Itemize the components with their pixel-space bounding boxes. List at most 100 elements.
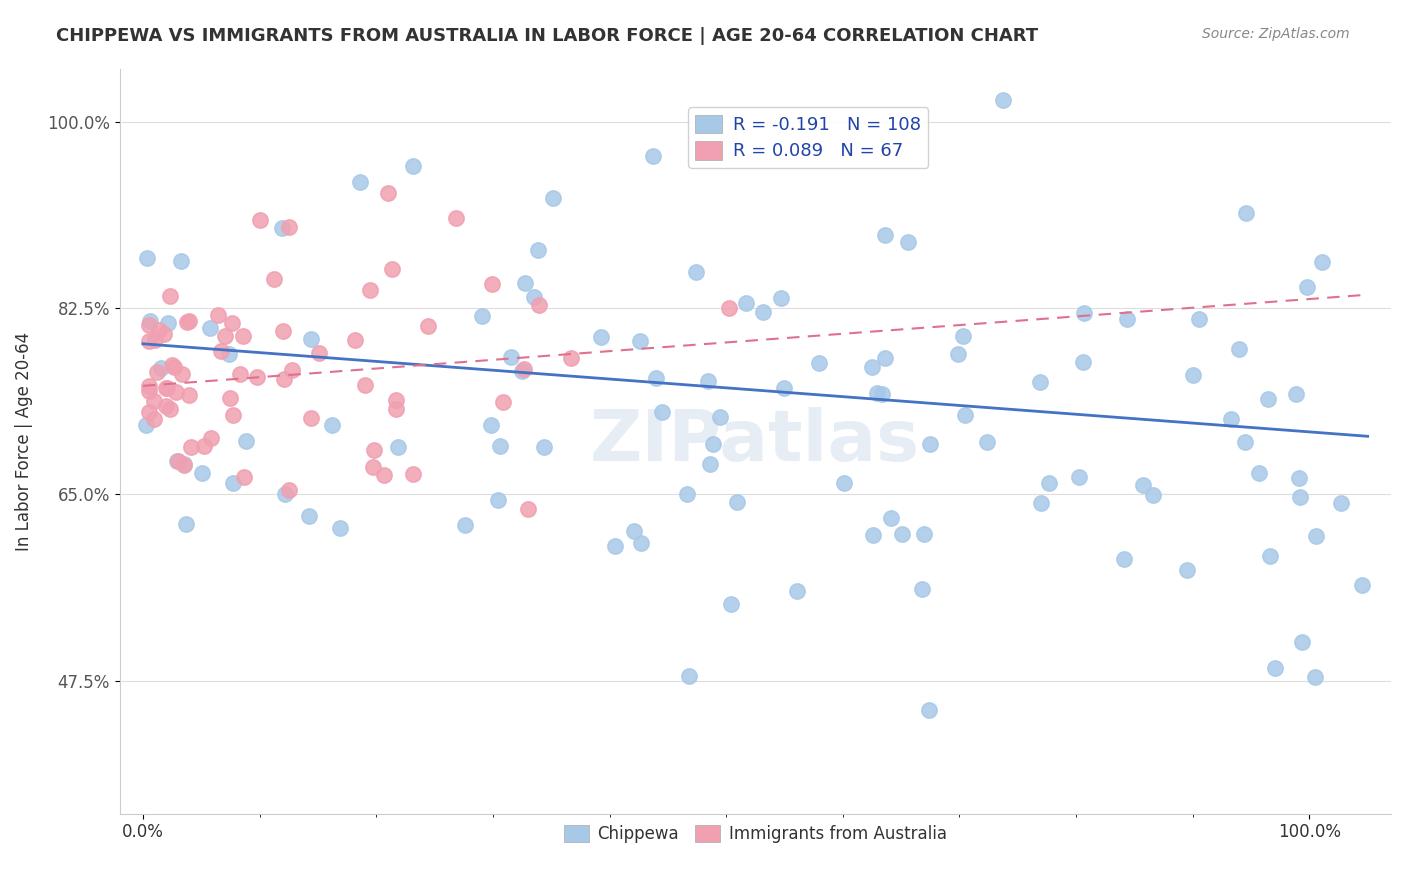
- Point: [274, 487, 297, 501]
- Point: [173, 458, 195, 472]
- Point: [533, 441, 555, 455]
- Point: [1112, 552, 1135, 566]
- Point: [373, 468, 395, 483]
- Point: [361, 460, 384, 475]
- Point: [529, 298, 551, 312]
- Point: [281, 363, 304, 377]
- Point: [1257, 392, 1279, 406]
- Point: [235, 434, 257, 448]
- Point: [1264, 660, 1286, 674]
- Point: [786, 584, 808, 599]
- Point: [630, 535, 652, 549]
- Point: [416, 318, 439, 333]
- Point: [218, 346, 240, 360]
- Point: [218, 391, 240, 405]
- Point: [523, 290, 546, 304]
- Point: [862, 528, 884, 542]
- Point: [1038, 475, 1060, 490]
- Point: [866, 386, 889, 401]
- Point: [645, 371, 668, 385]
- Point: [193, 439, 215, 453]
- Point: [167, 453, 190, 467]
- Point: [499, 350, 522, 364]
- Point: [174, 517, 197, 532]
- Point: [271, 325, 294, 339]
- Point: [180, 441, 202, 455]
- Point: [135, 417, 157, 432]
- Point: [513, 361, 536, 376]
- Point: [1249, 466, 1271, 480]
- Text: ZIPatlas: ZIPatlas: [591, 407, 921, 475]
- Point: [166, 454, 188, 468]
- Point: [1188, 312, 1211, 326]
- Point: [155, 399, 177, 413]
- Point: [359, 283, 381, 297]
- Point: [1305, 529, 1327, 543]
- Point: [138, 318, 160, 332]
- Point: [271, 221, 294, 235]
- Point: [191, 466, 214, 480]
- Point: [278, 483, 301, 497]
- Point: [517, 502, 540, 516]
- Point: [720, 597, 742, 611]
- Point: [173, 457, 195, 471]
- Point: [143, 334, 166, 348]
- Point: [402, 160, 425, 174]
- Point: [1234, 434, 1257, 449]
- Point: [489, 439, 512, 453]
- Point: [321, 417, 343, 432]
- Point: [1351, 578, 1374, 592]
- Point: [479, 417, 502, 432]
- Point: [623, 524, 645, 538]
- Point: [770, 291, 793, 305]
- Point: [946, 347, 969, 361]
- Point: [149, 361, 172, 376]
- Point: [138, 334, 160, 348]
- Point: [176, 315, 198, 329]
- Point: [159, 401, 181, 416]
- Point: [142, 394, 165, 409]
- Point: [890, 527, 912, 541]
- Point: [911, 582, 934, 596]
- Point: [628, 334, 651, 348]
- Point: [385, 402, 408, 417]
- Point: [138, 384, 160, 398]
- Point: [278, 220, 301, 235]
- Point: [1234, 206, 1257, 220]
- Point: [1288, 471, 1310, 485]
- Point: [1310, 254, 1333, 268]
- Point: [222, 408, 245, 422]
- Point: [880, 511, 903, 525]
- Point: [697, 374, 720, 388]
- Point: [207, 309, 229, 323]
- Point: [1132, 478, 1154, 492]
- Point: [165, 384, 187, 399]
- Text: CHIPPEWA VS IMMIGRANTS FROM AUSTRALIA IN LABOR FORCE | AGE 20-64 CORRELATION CHA: CHIPPEWA VS IMMIGRANTS FROM AUSTRALIA IN…: [56, 27, 1039, 45]
- Point: [159, 289, 181, 303]
- Point: [1303, 670, 1326, 684]
- Y-axis label: In Labor Force | Age 20-64: In Labor Force | Age 20-64: [15, 332, 32, 550]
- Point: [1227, 342, 1250, 356]
- Point: [148, 323, 170, 337]
- Point: [678, 669, 700, 683]
- Point: [976, 434, 998, 449]
- Point: [651, 405, 673, 419]
- Point: [200, 432, 222, 446]
- Point: [233, 469, 256, 483]
- Point: [709, 409, 731, 424]
- Point: [955, 409, 977, 423]
- Point: [214, 329, 236, 343]
- Point: [560, 351, 582, 366]
- Point: [246, 370, 269, 384]
- Point: [349, 175, 371, 189]
- Point: [486, 492, 509, 507]
- Point: [699, 458, 721, 472]
- Point: [156, 381, 179, 395]
- Point: [717, 301, 740, 315]
- Point: [385, 393, 408, 408]
- Point: [232, 329, 254, 343]
- Text: Source: ZipAtlas.com: Source: ZipAtlas.com: [1202, 27, 1350, 41]
- Point: [1069, 470, 1091, 484]
- Point: [1220, 411, 1243, 425]
- Point: [589, 330, 612, 344]
